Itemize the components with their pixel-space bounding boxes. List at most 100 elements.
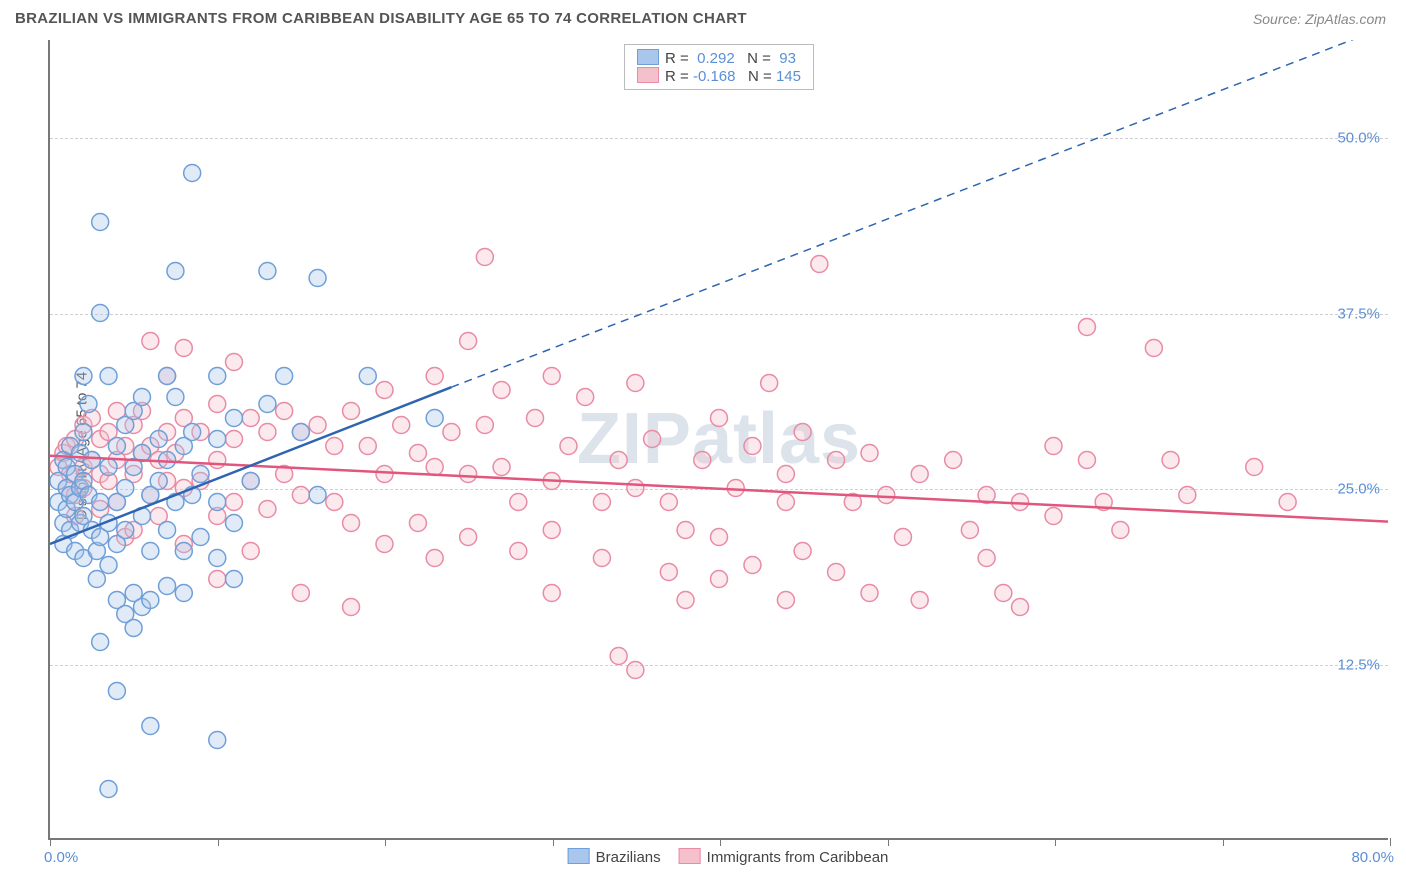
data-point	[343, 403, 360, 420]
data-point	[711, 529, 728, 546]
x-tick	[218, 838, 219, 846]
data-point	[142, 718, 159, 735]
legend-stat-label: R =	[665, 50, 693, 67]
data-point	[292, 424, 309, 441]
data-point	[660, 494, 677, 511]
data-point	[184, 424, 201, 441]
chart-plot-area: ZIPatlas R = 0.292 N = 93R = -0.168 N = …	[48, 40, 1388, 840]
legend-row: R = 0.292 N = 93	[637, 49, 801, 67]
data-point	[150, 473, 167, 490]
data-point	[117, 480, 134, 497]
data-point	[577, 389, 594, 406]
data-point	[242, 543, 259, 560]
data-point	[861, 445, 878, 462]
data-point	[560, 438, 577, 455]
x-tick	[1390, 838, 1391, 846]
data-point	[100, 781, 117, 798]
data-point	[209, 494, 226, 511]
data-point	[593, 494, 610, 511]
legend-swatch	[568, 848, 590, 864]
data-point	[159, 368, 176, 385]
data-point	[292, 487, 309, 504]
data-point	[175, 585, 192, 602]
data-point	[510, 543, 527, 560]
data-point	[476, 417, 493, 434]
legend-n-value: 93	[775, 50, 796, 67]
data-point	[894, 529, 911, 546]
data-point	[192, 529, 209, 546]
x-tick	[1055, 838, 1056, 846]
legend-swatch	[679, 848, 701, 864]
data-point	[225, 410, 242, 427]
data-point	[694, 452, 711, 469]
legend-series-label: Brazilians	[596, 849, 661, 866]
data-point	[1179, 487, 1196, 504]
data-point	[460, 529, 477, 546]
data-point	[159, 452, 176, 469]
data-point	[209, 732, 226, 749]
data-point	[309, 270, 326, 287]
data-point	[1145, 340, 1162, 357]
x-tick	[50, 838, 51, 846]
data-point	[777, 494, 794, 511]
data-point	[493, 382, 510, 399]
data-point	[92, 634, 109, 651]
data-point	[175, 340, 192, 357]
data-point	[711, 571, 728, 588]
data-point	[1045, 508, 1062, 525]
x-max-label: 80.0%	[1351, 849, 1394, 866]
series-legend: Brazilians Immigrants from Caribbean	[550, 848, 889, 866]
data-point	[510, 494, 527, 511]
legend-swatch	[637, 67, 659, 83]
data-point	[142, 543, 159, 560]
data-point	[677, 592, 694, 609]
data-point	[209, 396, 226, 413]
data-point	[828, 564, 845, 581]
x-tick	[888, 838, 889, 846]
data-point	[225, 571, 242, 588]
data-point	[276, 403, 293, 420]
data-point	[761, 375, 778, 392]
legend-stat-label: N =	[736, 68, 776, 85]
data-point	[911, 466, 928, 483]
data-point	[225, 431, 242, 448]
data-point	[376, 536, 393, 553]
data-point	[1112, 522, 1129, 539]
data-point	[209, 368, 226, 385]
legend-row: R = -0.168 N = 145	[637, 67, 801, 85]
data-point	[443, 424, 460, 441]
data-point	[159, 578, 176, 595]
data-point	[225, 515, 242, 532]
data-point	[744, 557, 761, 574]
data-point	[242, 473, 259, 490]
legend-r-value: 0.292	[693, 50, 735, 67]
data-point	[610, 452, 627, 469]
data-point	[828, 452, 845, 469]
data-point	[150, 431, 167, 448]
data-point	[167, 389, 184, 406]
legend-stat-label: R =	[665, 68, 693, 85]
data-point	[117, 522, 134, 539]
chart-title: BRAZILIAN VS IMMIGRANTS FROM CARIBBEAN D…	[15, 10, 747, 27]
data-point	[242, 410, 259, 427]
data-point	[409, 445, 426, 462]
data-point	[711, 410, 728, 427]
data-point	[100, 557, 117, 574]
data-point	[175, 543, 192, 560]
data-point	[159, 522, 176, 539]
data-point	[376, 382, 393, 399]
data-point	[259, 263, 276, 280]
x-tick	[720, 838, 721, 846]
legend-series-label: Immigrants from Caribbean	[707, 849, 889, 866]
data-point	[426, 368, 443, 385]
correlation-legend: R = 0.292 N = 93R = -0.168 N = 145	[624, 44, 814, 90]
data-point	[627, 375, 644, 392]
data-point	[393, 417, 410, 434]
trend-line-extrapolated	[451, 40, 1388, 387]
data-point	[861, 585, 878, 602]
data-point	[1162, 452, 1179, 469]
data-point	[209, 452, 226, 469]
data-point	[75, 424, 92, 441]
data-point	[142, 333, 159, 350]
data-point	[80, 396, 97, 413]
